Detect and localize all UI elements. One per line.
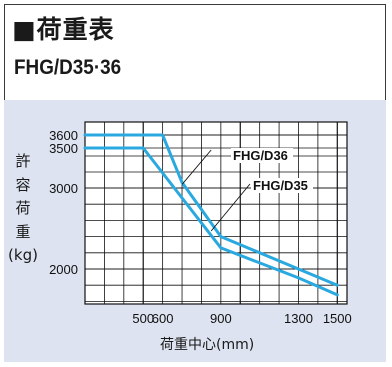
y-axis-label-char: (kg): [8, 246, 38, 264]
plot-area: [84, 121, 348, 305]
series-label-leader: [181, 149, 212, 185]
x-tick-label: 1300: [284, 311, 313, 326]
y-axis-label: 許 容 荷 重 (kg): [8, 150, 38, 268]
series-line: [83, 146, 339, 297]
x-tick-label: 500: [132, 311, 154, 326]
model-title: FHG/D35·36: [14, 56, 122, 79]
x-tick-label: 600: [152, 311, 174, 326]
series-label-leader: [210, 183, 251, 232]
series-line: [83, 133, 339, 287]
x-tick-label: 1500: [323, 311, 352, 326]
series-label: FHG/D35: [253, 178, 308, 193]
y-axis-label-char: 重: [15, 222, 31, 241]
y-axis-label-char: 荷: [15, 199, 31, 217]
y-tick-label: 2000: [49, 262, 78, 277]
y-axis-label-char: 容: [15, 175, 31, 194]
y-axis-label-char: 許: [15, 152, 31, 170]
y-tick-label: 3600: [49, 128, 78, 143]
x-axis-label: 荷重中心(mm): [160, 337, 255, 353]
x-tick-label: 900: [210, 311, 232, 326]
series-label: FHG/D36: [233, 148, 288, 163]
page-title: ■荷重表: [12, 15, 115, 44]
series-label-background: [251, 178, 313, 193]
series-label-background: [231, 148, 293, 163]
y-tick-label: 3000: [49, 181, 78, 196]
y-tick-label: 3500: [49, 141, 78, 156]
